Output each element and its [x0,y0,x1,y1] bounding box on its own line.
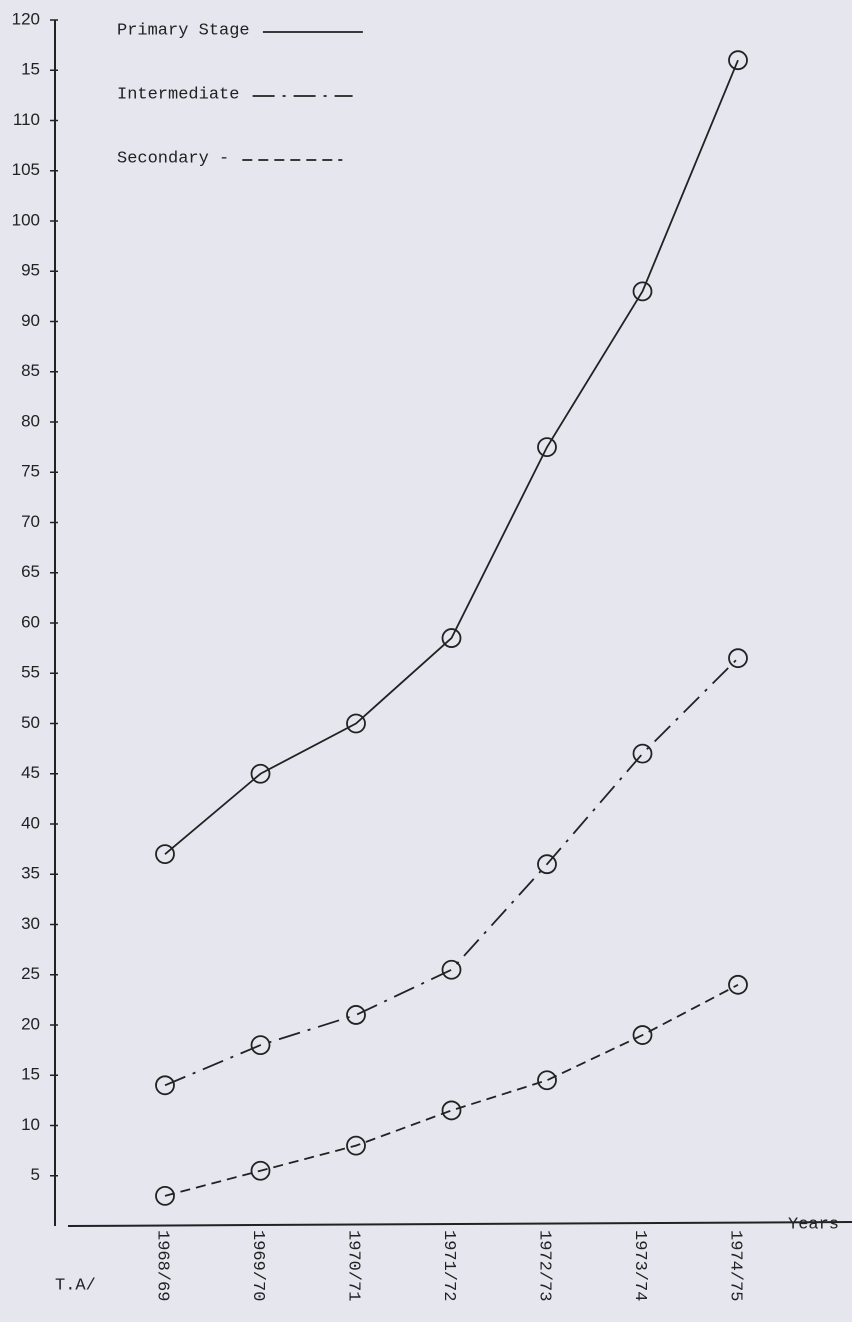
y-tick-label: 50 [21,713,40,732]
y-tick-label: 85 [21,361,40,380]
y-tick-label: 100 [12,210,40,229]
y-tick-label: 45 [21,763,40,782]
legend-label: Secondary - [117,149,229,168]
y-tick-label: 25 [21,964,40,983]
y-tick-label: 5 [31,1165,40,1184]
y-tick-label: 60 [21,612,40,631]
x-tick-label: 1974/75 [726,1230,745,1301]
x-tick-label: 1971/72 [439,1230,458,1301]
point-marker [441,628,462,648]
y-tick-label: 110 [13,110,40,129]
point-marker [250,1160,271,1181]
point-marker [537,854,557,875]
y-tick-label: 40 [21,813,40,832]
point-marker [441,959,462,980]
point-marker [632,1025,653,1045]
y-tick-label: 75 [21,462,40,481]
y-tick-label: 35 [21,864,40,883]
y-tick-label: 70 [21,512,40,531]
y-tick-label: 10 [21,1115,40,1134]
point-marker [250,763,271,784]
point-marker [632,281,653,302]
point-marker [728,974,748,995]
point-marker [346,1135,366,1156]
series-line [164,984,739,1197]
y-tick-label: 65 [21,562,40,581]
y-tick-label: 15 [21,60,40,79]
point-marker [728,648,748,669]
y-tick-label: 55 [21,663,40,682]
y-tick-label: 90 [21,311,40,330]
legend-label: Intermediate [117,85,239,104]
x-axis [67,1221,852,1227]
point-marker [346,1005,366,1025]
point-marker [632,743,653,764]
series-line [164,59,739,855]
legend-label: Primary Stage [117,21,250,40]
y-tick-label: 30 [21,914,40,933]
point-marker [728,50,748,71]
corner-note: T.A/ [55,1276,96,1295]
point-marker [537,1070,557,1091]
y-tick-label: 95 [21,261,40,280]
x-tick-label: 1968/69 [153,1230,172,1301]
point-marker [155,1185,175,1206]
y-tick-label: 120 [12,9,40,28]
x-tick-label: 1969/70 [248,1230,267,1301]
x-tick-label: 1970/71 [344,1230,363,1301]
point-marker [537,437,557,458]
point-marker [155,1075,175,1096]
point-marker [346,713,366,734]
y-tick-label: 20 [21,1014,40,1033]
y-tick-label: 105 [12,160,40,179]
x-axis-label: Years [788,1215,839,1234]
x-tick-label: 1972/73 [535,1230,554,1301]
series-line [164,657,739,1087]
point-marker [250,1035,271,1055]
point-marker [441,1100,462,1121]
y-tick-label: 15 [21,1065,40,1084]
y-tick-label: 80 [21,411,40,430]
point-marker [155,844,175,865]
x-tick-label: 1973/74 [630,1230,649,1301]
